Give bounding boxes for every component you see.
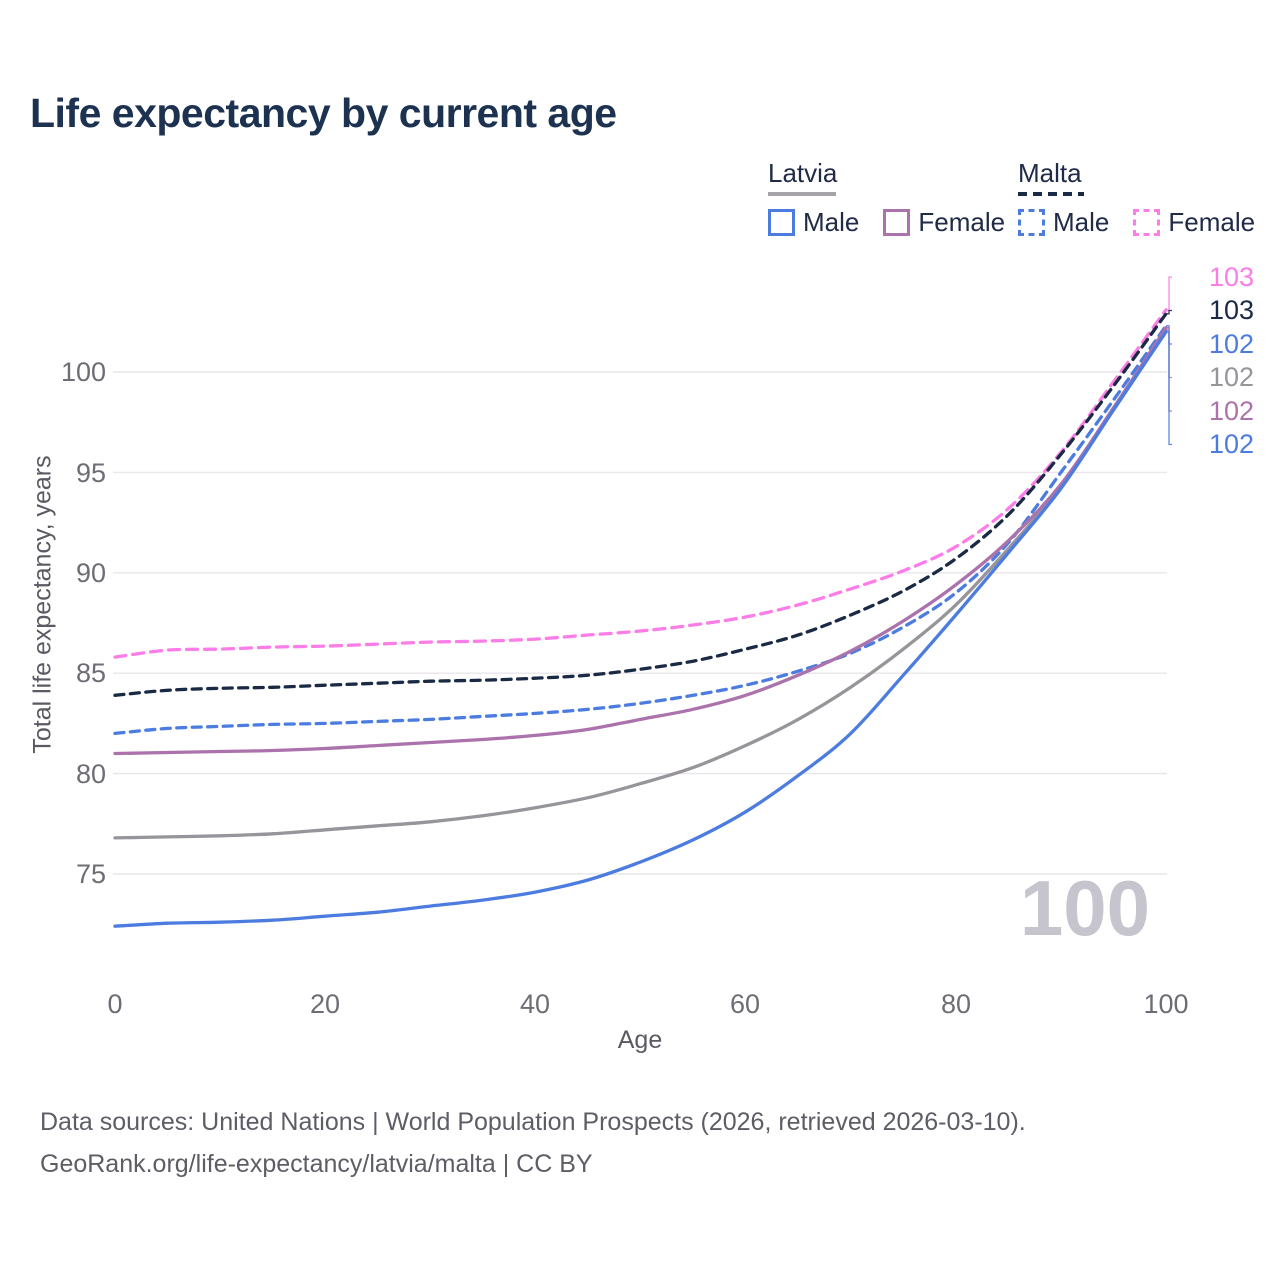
legend-entries-latvia: Male Female — [768, 207, 1005, 238]
latvia-flag-icon — [1170, 396, 1202, 428]
end-label-row: 103 — [1170, 261, 1254, 294]
malta-female-swatch-icon — [1133, 209, 1161, 236]
legend-item-latvia-female[interactable]: Female — [883, 207, 1005, 238]
legend-item-malta-male[interactable]: Male — [1018, 207, 1109, 238]
x-tick-label: 20 — [309, 989, 341, 1019]
series-line-latvia-male[interactable] — [113, 330, 1168, 928]
y-tick-label: 100 — [60, 357, 106, 387]
y-tick-label: 85 — [75, 658, 106, 688]
page-title: Life expectancy by current age — [30, 90, 617, 136]
x-tick-label: 100 — [1143, 989, 1189, 1019]
series-line-malta-female[interactable] — [113, 308, 1168, 659]
data-sources-text: Data sources: United Nations | World Pop… — [40, 1108, 1026, 1136]
end-label-value: 103 — [1209, 295, 1255, 325]
legend-item-label: Female — [918, 207, 1006, 237]
y-tick-label: 95 — [75, 458, 106, 488]
end-label-value: 103 — [1209, 262, 1255, 292]
end-label-row: 102 — [1170, 328, 1254, 361]
end-label-value: 102 — [1209, 396, 1255, 426]
legend-group-malta: Malta Male Female — [1018, 158, 1255, 238]
end-label-value: 102 — [1209, 429, 1255, 459]
malta-flag-icon — [1170, 295, 1202, 327]
legend-item-malta-female[interactable]: Female — [1133, 207, 1255, 238]
latvia-flag-icon — [1170, 362, 1202, 394]
end-label-row: 102 — [1170, 361, 1254, 394]
end-label-row: 102 — [1170, 395, 1254, 428]
legend-item-label: Female — [1168, 207, 1256, 237]
legend-country-latvia: Latvia — [768, 158, 838, 188]
legend-country-malta: Malta — [1018, 158, 1082, 188]
legend-entries-malta: Male Female — [1018, 207, 1255, 238]
end-label-row: 102 — [1170, 428, 1254, 461]
latvia-female-swatch-icon — [883, 209, 911, 236]
legend-item-latvia-male[interactable]: Male — [768, 207, 859, 238]
legend-group-latvia: Latvia Male Female — [768, 158, 1005, 238]
x-tick-label: 60 — [729, 989, 761, 1019]
legend-item-label: Male — [803, 207, 860, 237]
end-label-value: 102 — [1209, 329, 1255, 359]
y-tick-label: 90 — [75, 558, 106, 588]
malta-flag-icon — [1170, 329, 1202, 361]
malta-flag-icon — [1170, 262, 1202, 294]
series-line-malta-male[interactable] — [113, 324, 1168, 736]
latvia-flag-icon — [1170, 429, 1202, 461]
y-tick-label: 80 — [75, 759, 106, 789]
series-line-malta-both-sexes-[interactable] — [113, 312, 1168, 697]
legend-item-label: Male — [1053, 207, 1110, 237]
y-tick-label: 75 — [75, 859, 106, 889]
malta-male-swatch-icon — [1018, 209, 1045, 236]
x-axis-title: Age — [617, 1026, 663, 1054]
age-watermark: 100 — [1019, 864, 1150, 952]
series-line-latvia-both-sexes-[interactable] — [113, 328, 1168, 840]
x-tick-label: 40 — [519, 989, 551, 1019]
malta-line-swatch — [1018, 192, 1084, 196]
end-label-row: 103 — [1170, 294, 1254, 327]
x-tick-label: 0 — [107, 989, 123, 1019]
end-label-value: 102 — [1209, 362, 1255, 392]
leader-line-malta-both-sexes- — [1166, 309, 1172, 315]
latvia-line-swatch — [768, 192, 836, 196]
x-tick-label: 80 — [940, 989, 972, 1019]
attribution-text: GeoRank.org/life-expectancy/latvia/malta… — [40, 1150, 593, 1178]
series-line-latvia-female[interactable] — [113, 326, 1168, 756]
latvia-male-swatch-icon — [768, 209, 795, 236]
